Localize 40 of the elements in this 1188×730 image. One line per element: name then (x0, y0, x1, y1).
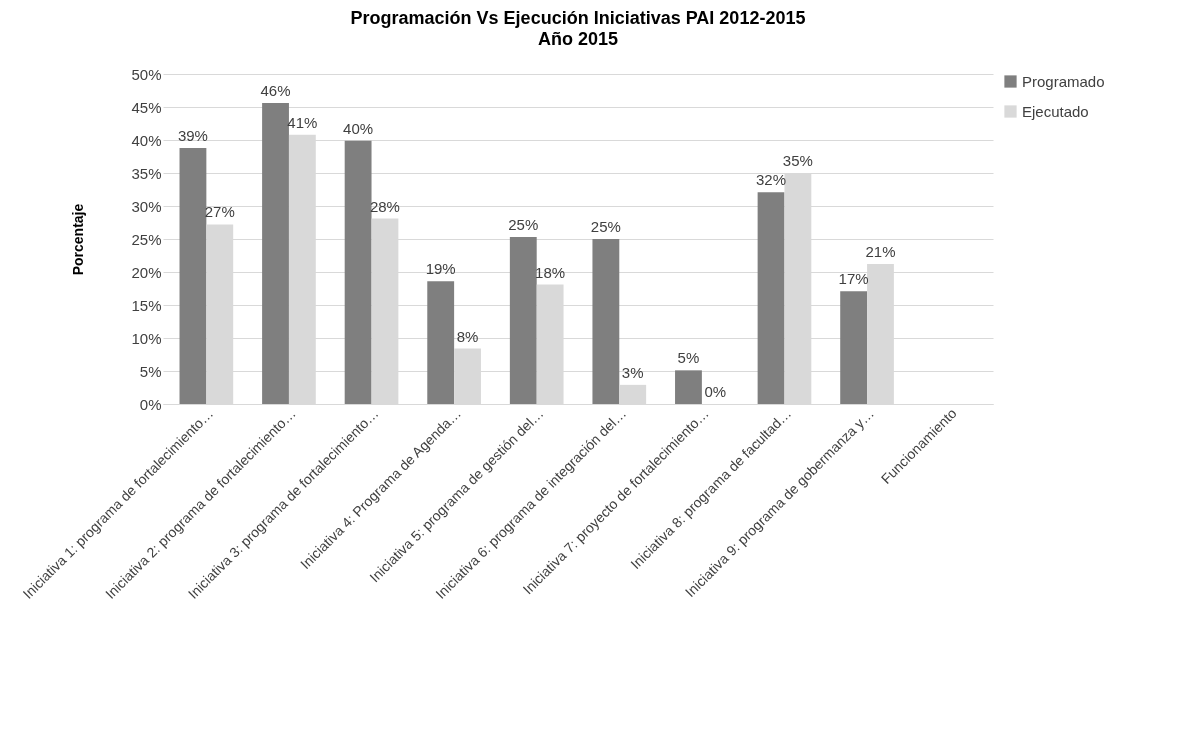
y-tick-label: 5% (139, 362, 162, 380)
y-tick-label: 25% (131, 230, 162, 248)
data-label: 32% (756, 171, 787, 189)
data-label: 35% (782, 152, 813, 169)
legend-label: Ejecutado (1022, 102, 1089, 120)
y-axis-title: Porcentaje (70, 203, 87, 276)
data-label: 19% (425, 260, 456, 278)
data-label: 8% (456, 327, 479, 345)
data-label: 5% (677, 349, 700, 367)
y-tick-label: 35% (131, 164, 162, 182)
chart-title: Programación Vs Ejecución Iniciativas PAI 2012-2015 (350, 8, 806, 28)
data-label: 3% (621, 363, 644, 381)
data-label: 17% (838, 270, 869, 288)
chart-subtitle: Año 2015 (537, 29, 619, 49)
bar (344, 140, 372, 404)
bar (179, 147, 207, 404)
legend-label: Programado (1022, 72, 1105, 90)
data-label: 40% (343, 119, 374, 137)
data-label: 21% (865, 243, 896, 261)
y-tick-label: 10% (131, 329, 162, 347)
bar (509, 237, 537, 404)
y-tick-label: 50% (131, 65, 162, 83)
bar (757, 192, 785, 404)
data-label: 25% (508, 216, 539, 234)
y-tick-label: 15% (131, 296, 162, 314)
y-tick-label: 20% (131, 263, 162, 281)
y-tick-label: 40% (131, 131, 162, 149)
bar (592, 239, 620, 404)
y-tick-label: 45% (131, 98, 162, 116)
bar (675, 370, 702, 404)
y-tick-label: 30% (131, 197, 162, 215)
bar (840, 291, 868, 404)
data-label: 25% (590, 218, 621, 235)
data-label: 46% (260, 82, 291, 100)
y-tick-label: 0% (139, 395, 162, 413)
data-label: 18% (535, 263, 566, 281)
bar (262, 103, 289, 404)
bar (427, 281, 455, 404)
data-label: 39% (177, 126, 208, 144)
data-label: 0% (704, 383, 727, 400)
